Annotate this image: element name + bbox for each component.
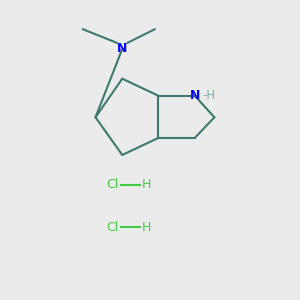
Text: N: N (117, 42, 128, 56)
Text: Cl: Cl (106, 178, 118, 191)
Text: H: H (142, 178, 152, 191)
Text: N: N (189, 89, 200, 102)
Text: H: H (142, 221, 152, 234)
Text: -H: -H (202, 89, 216, 102)
Text: Cl: Cl (106, 221, 118, 234)
